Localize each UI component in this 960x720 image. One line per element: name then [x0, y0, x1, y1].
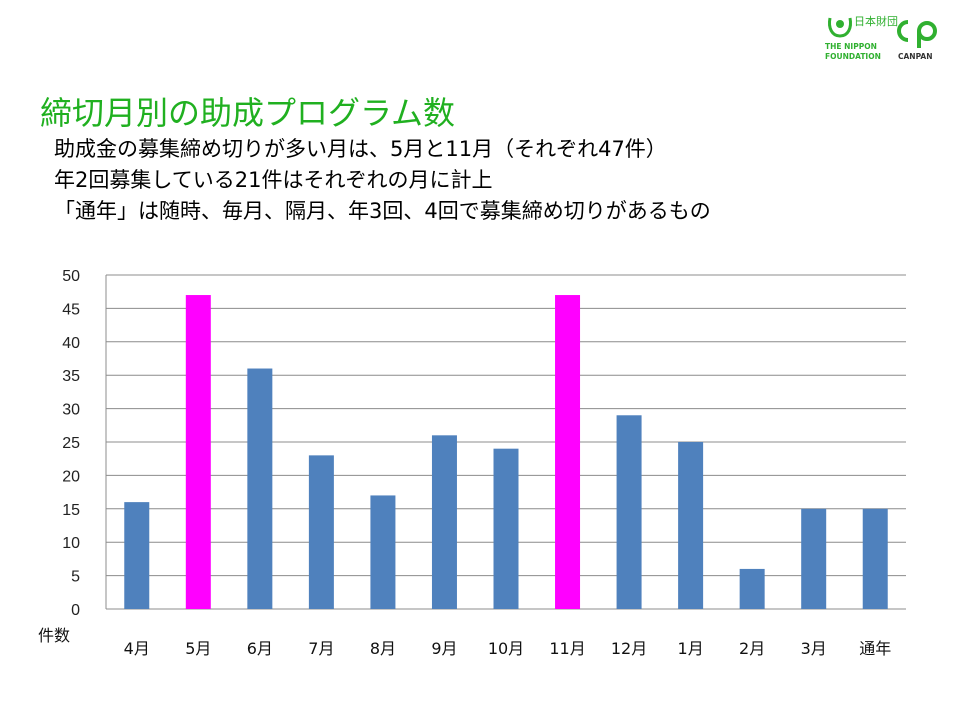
- slide-title: 締切月別の助成プログラム数: [40, 94, 456, 132]
- x-tick-label: 6月: [247, 639, 273, 658]
- y-axis-unit-label: 件数: [38, 626, 70, 645]
- bar-6: [431, 435, 457, 609]
- y-tick-label: 25: [62, 435, 80, 452]
- x-tick-label: 7月: [308, 639, 334, 658]
- x-tick-label: 5月: [185, 639, 211, 658]
- y-tick-label: 40: [62, 335, 80, 352]
- bar-11: [739, 568, 765, 609]
- nippon-line1: THE NIPPON: [825, 42, 877, 51]
- bar-7: [493, 448, 519, 609]
- canpan-logo: CANPAN: [897, 20, 937, 61]
- canpan-cp-mark-icon: [897, 20, 937, 48]
- canpan-text: CANPAN: [898, 52, 932, 61]
- bar-3: [247, 368, 273, 609]
- x-tick-label: 11月: [549, 639, 585, 658]
- x-tick-label: 3月: [801, 639, 827, 658]
- y-tick-label: 30: [62, 402, 80, 419]
- note-line: 年2回募集している21件はそれぞれの月に計上: [54, 168, 493, 192]
- x-tick-label: 9月: [431, 639, 457, 658]
- nippon-kanji: 日本財団: [854, 14, 898, 28]
- x-tick-label: 12月: [611, 639, 647, 658]
- x-tick-label: 2月: [739, 639, 765, 658]
- y-tick-label: 0: [71, 602, 80, 619]
- note-line: 助成金の募集締め切りが多い月は、5月と11月（それぞれ47件）: [54, 137, 667, 161]
- note-line: 「通年」は随時、毎月、隔月、年3回、4回で募集締め切りがあるもの: [54, 199, 711, 223]
- x-tick-label: 4月: [124, 639, 150, 658]
- bar-4: [308, 455, 334, 609]
- bar-8: [555, 295, 581, 609]
- y-tick-label: 50: [62, 268, 80, 285]
- bar-9: [616, 415, 642, 609]
- bar-1: [124, 502, 150, 609]
- y-tick-label: 45: [62, 301, 80, 318]
- y-tick-label: 35: [62, 368, 80, 385]
- y-tick-label: 10: [62, 535, 80, 552]
- bar-5: [370, 495, 396, 609]
- bar-2: [185, 295, 211, 609]
- y-axis-ticks: 0 5 10 15 20 25 30 35 40 45 50: [62, 268, 80, 619]
- bar-13: [862, 508, 888, 609]
- nippon-line2: FOUNDATION: [825, 52, 881, 61]
- bar-10: [678, 442, 704, 609]
- x-tick-label: 1月: [678, 639, 704, 658]
- nippon-foundation-emblem-icon: [828, 17, 852, 38]
- x-axis-labels: 4月 5月 6月 7月 8月 9月 10月 11月 12月 1月 2月 3月 通年: [124, 639, 892, 658]
- logo-area: 日本財団 THE NIPPON FOUNDATION CANPAN: [824, 12, 942, 70]
- y-tick-label: 20: [62, 468, 80, 485]
- x-tick-label: 8月: [370, 639, 396, 658]
- y-tick-label: 15: [62, 502, 80, 519]
- x-tick-label: 通年: [859, 639, 891, 658]
- x-tick-label: 10月: [488, 639, 524, 658]
- slide-notes: 助成金の募集締め切りが多い月は、5月と11月（それぞれ47件） 年2回募集してい…: [54, 134, 711, 227]
- bars: [124, 295, 888, 609]
- nippon-foundation-logo: 日本財団 THE NIPPON FOUNDATION: [825, 14, 898, 61]
- bar-12: [801, 508, 827, 609]
- y-tick-label: 5: [71, 569, 80, 586]
